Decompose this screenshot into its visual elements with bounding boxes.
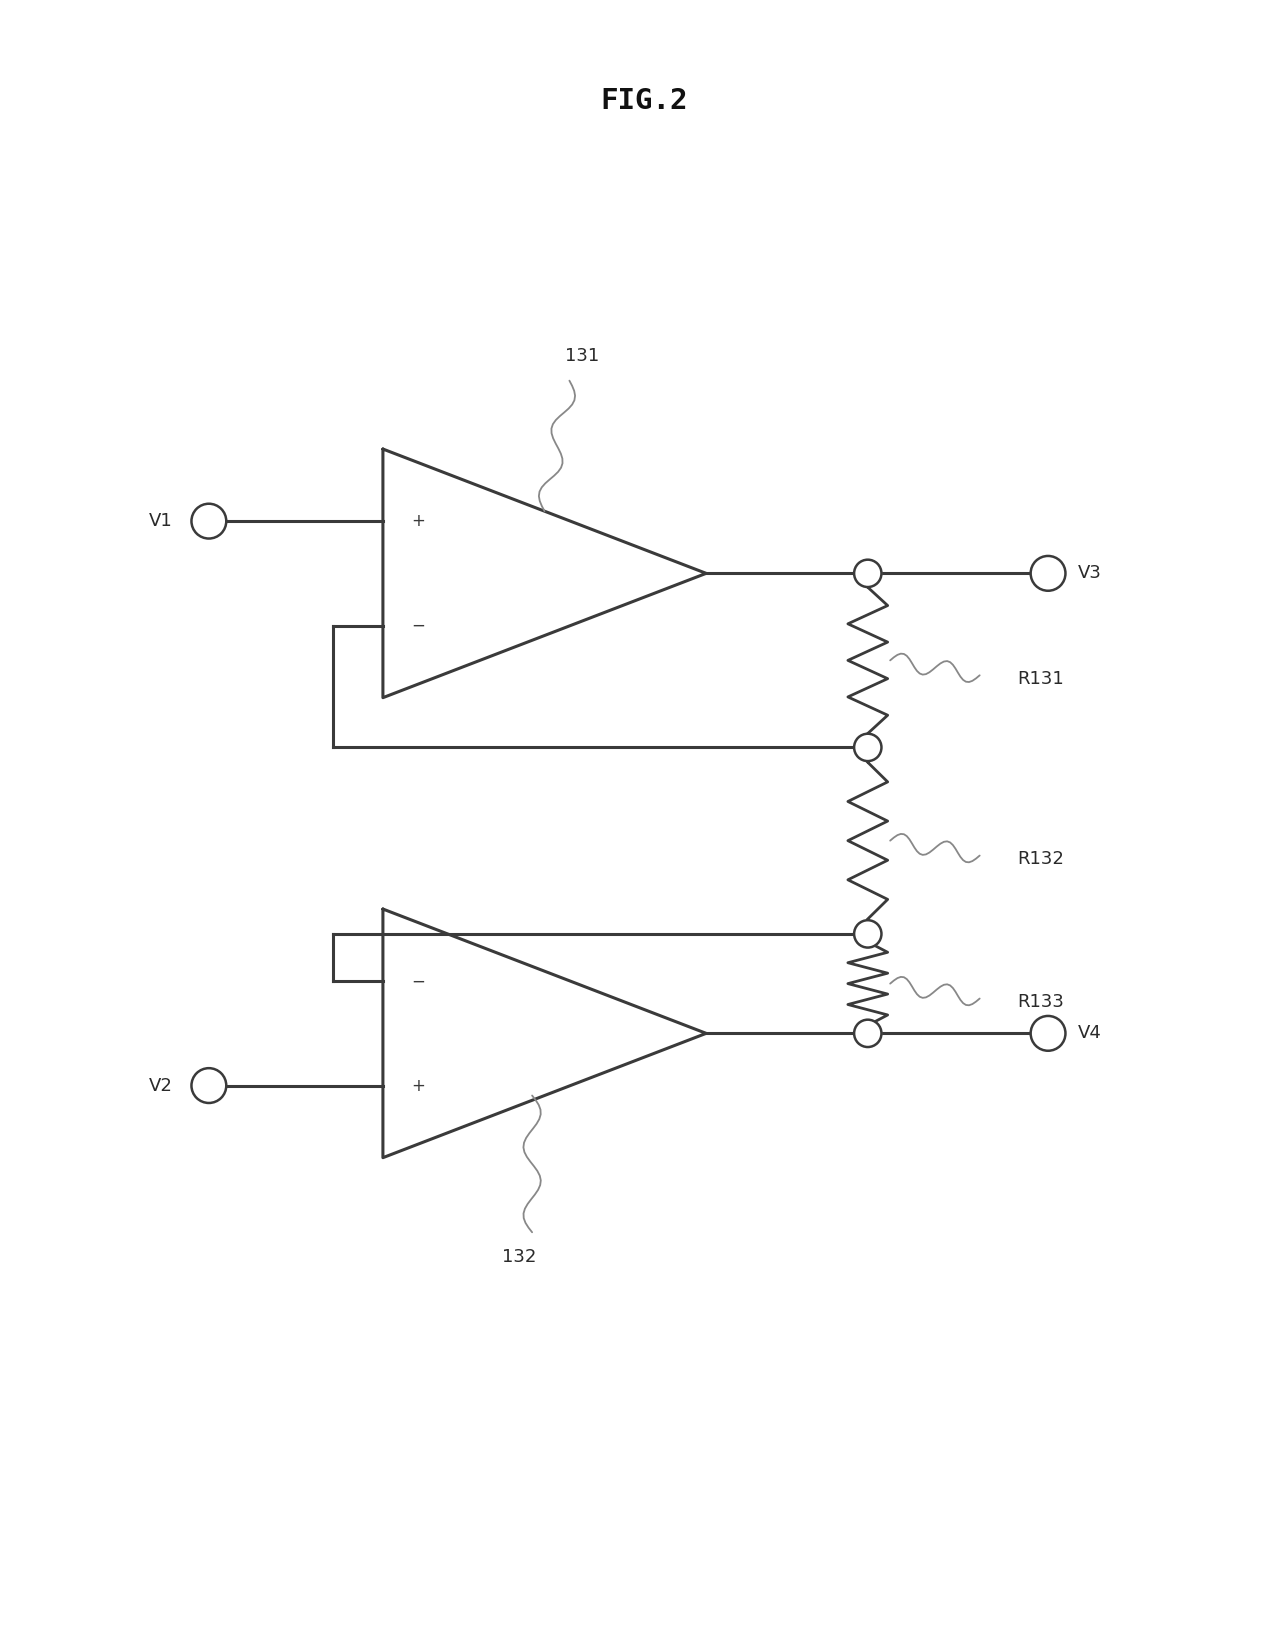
Text: R131: R131 (1018, 671, 1064, 689)
Text: +: + (411, 513, 425, 529)
Circle shape (854, 921, 881, 947)
Circle shape (1030, 1016, 1065, 1051)
Text: R133: R133 (1018, 993, 1064, 1011)
Circle shape (192, 503, 227, 539)
Text: V2: V2 (149, 1077, 173, 1095)
Text: V4: V4 (1078, 1024, 1101, 1042)
Text: FIG.2: FIG.2 (600, 87, 688, 115)
Circle shape (854, 733, 881, 761)
Text: −: − (411, 616, 425, 635)
Text: V3: V3 (1078, 564, 1101, 582)
Text: 131: 131 (564, 347, 599, 365)
Text: 132: 132 (502, 1248, 537, 1266)
Circle shape (1030, 556, 1065, 590)
Circle shape (192, 1069, 227, 1103)
Circle shape (854, 559, 881, 587)
Circle shape (854, 1019, 881, 1047)
Text: R132: R132 (1018, 850, 1064, 868)
Text: V1: V1 (149, 513, 173, 529)
Text: +: + (411, 1077, 425, 1095)
Text: −: − (411, 972, 425, 990)
